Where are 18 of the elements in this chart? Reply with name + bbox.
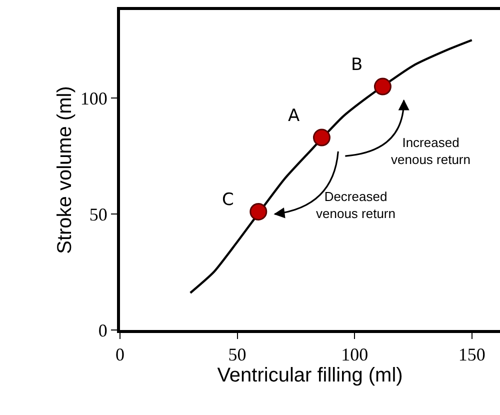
x-tick-label: 150 [458, 344, 486, 365]
point [374, 78, 392, 96]
point [250, 202, 268, 220]
line-series [189, 39, 473, 294]
annotation: A [288, 106, 300, 126]
x-tick-label: 100 [341, 344, 368, 365]
y-axis-title: Stroke volume (ml) [54, 86, 76, 254]
x-tick-label: 0 [116, 344, 124, 365]
y-tick-label: 100 [80, 88, 108, 108]
y-tick-label: 50 [89, 204, 108, 224]
point [312, 128, 330, 146]
x-axis-title: Ventricular filling (ml) [217, 364, 403, 387]
annotation: Increased venous return [391, 135, 470, 167]
annotation: Decreased venous return [316, 189, 396, 221]
y-tick-label: 0 [98, 320, 108, 340]
annotation: B [351, 55, 363, 75]
x-tick-label: 50 [228, 344, 246, 365]
annotation: C [222, 190, 234, 210]
